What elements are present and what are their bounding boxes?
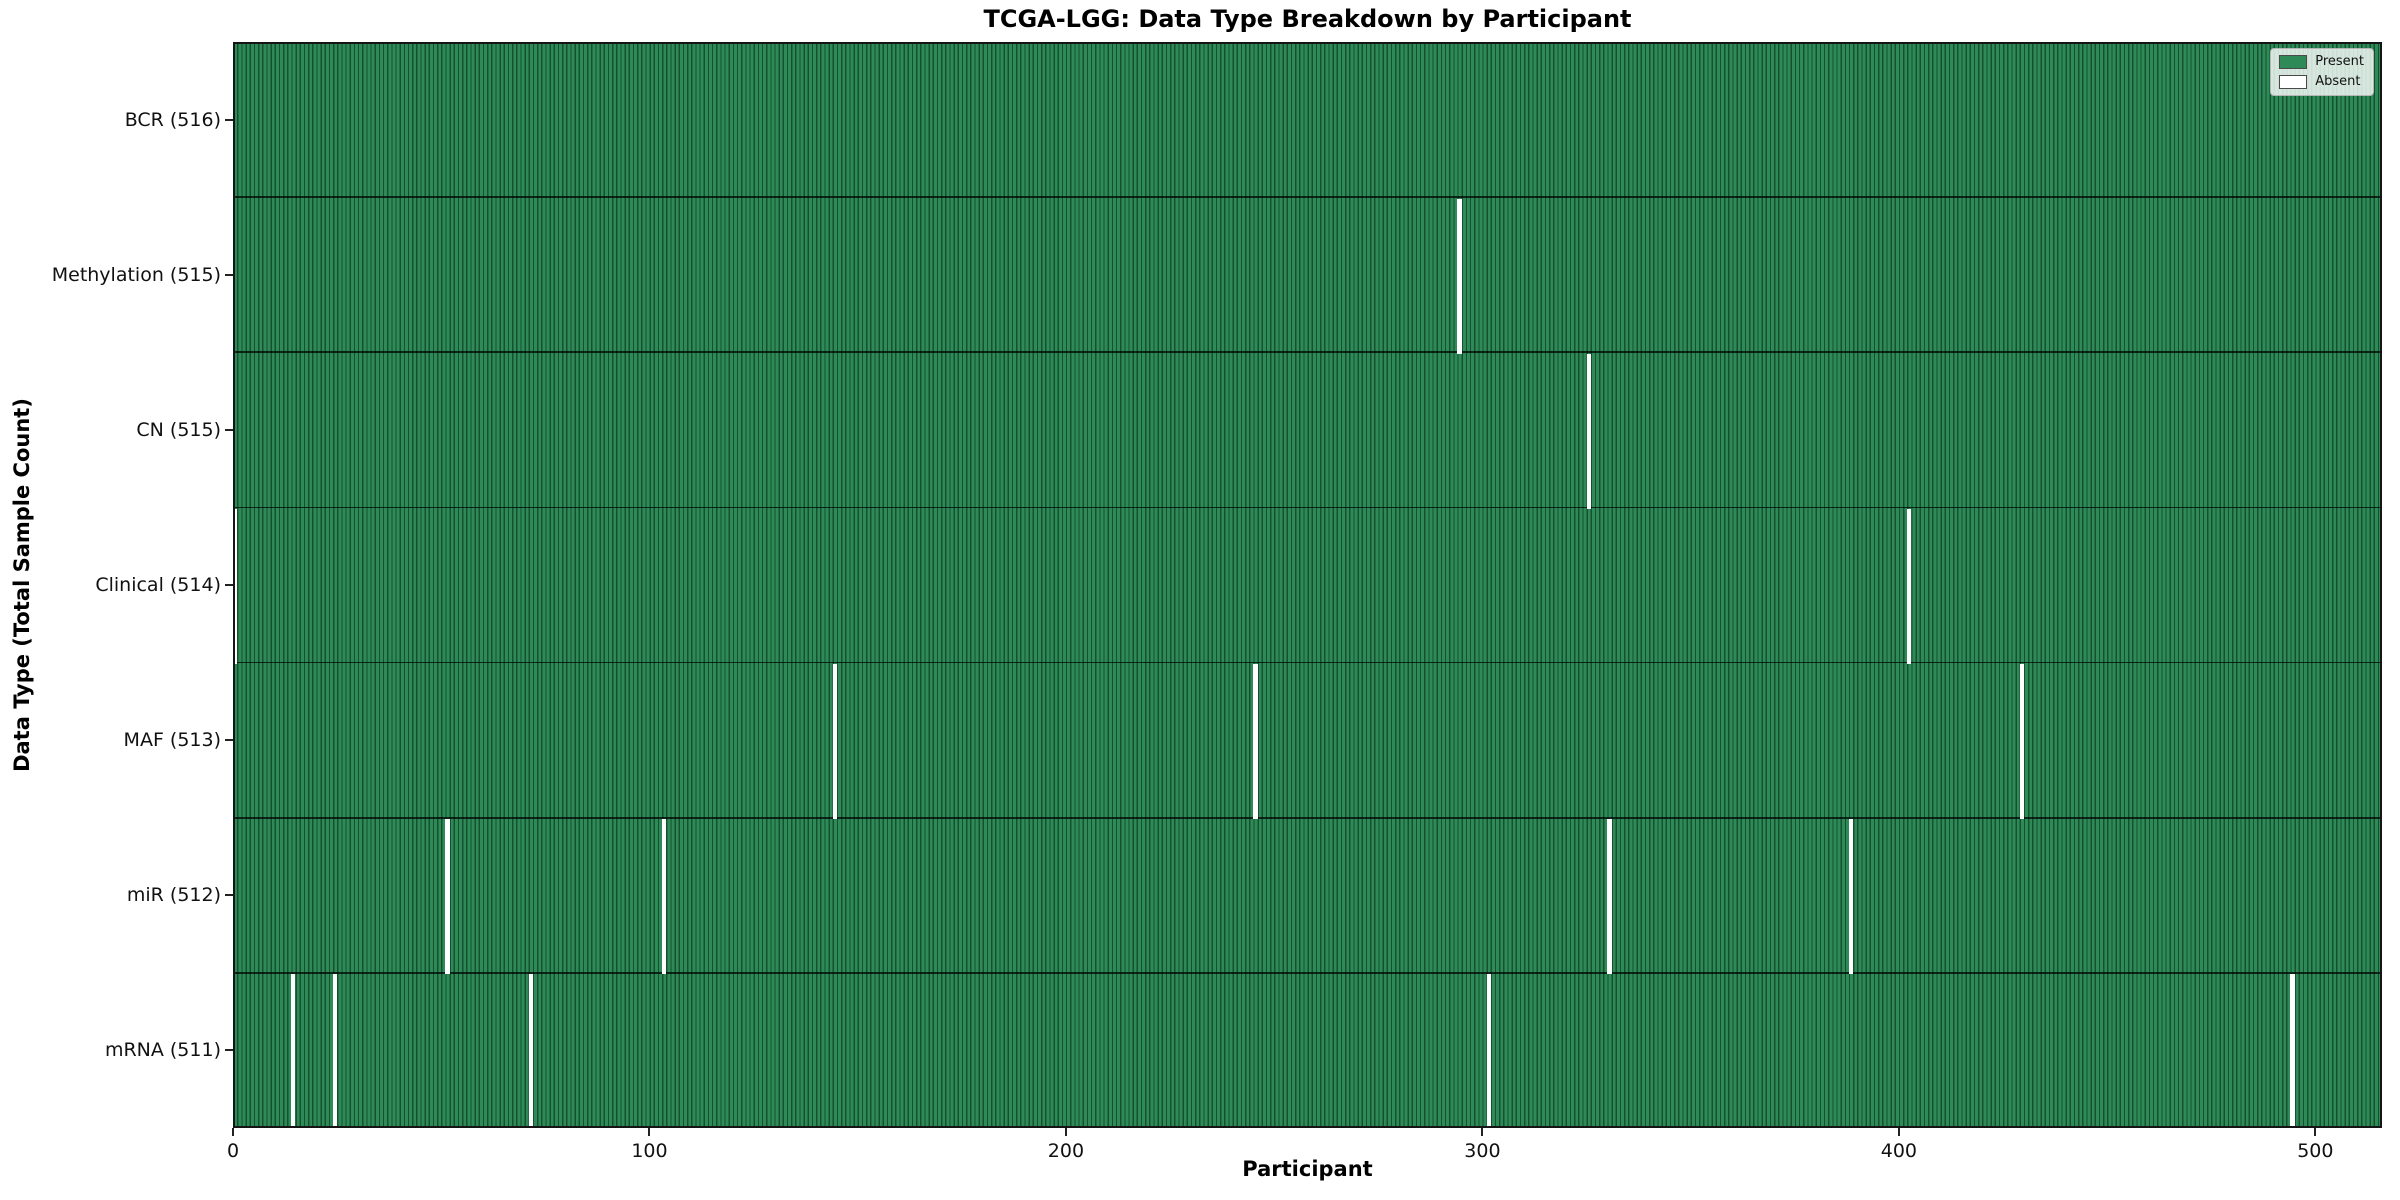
row-separator (233, 196, 2382, 198)
absent-gap (1907, 509, 1912, 665)
legend-label-absent: Absent (2315, 74, 2361, 89)
absent-gap (1586, 353, 1591, 510)
absent-gap (2019, 664, 2024, 820)
absent-gap (233, 509, 238, 665)
legend-entry-absent: Absent (2279, 75, 2364, 89)
absent-gap (332, 974, 338, 1130)
absent-gap (1607, 819, 1612, 975)
y-tick-mark (225, 584, 233, 586)
x-tick-mark (232, 1128, 234, 1136)
legend-entry-present: Present (2279, 55, 2364, 69)
row-separator (233, 506, 2382, 509)
x-tick-label: 0 (226, 1140, 240, 1162)
y-tick-mark (225, 273, 233, 276)
y-tick-label: miR (512) (126, 884, 221, 907)
y-tick-mark (225, 894, 233, 897)
row-separator (233, 351, 2382, 354)
x-tick-label: 300 (1464, 1140, 1501, 1162)
absent-gap (1457, 198, 1462, 354)
legend-label-present: Present (2315, 54, 2364, 69)
absent-gap (1848, 819, 1854, 975)
y-tick-label: CN (515) (136, 418, 221, 441)
plot-area: Present Absent (233, 42, 2382, 1130)
row-separator (233, 816, 2382, 819)
y-tick-label: Clinical (514) (95, 574, 221, 596)
y-tick-label: BCR (516) (124, 108, 221, 131)
y-tick-mark (225, 118, 233, 121)
y-tick-mark (225, 1049, 233, 1052)
legend-swatch-present (2279, 55, 2308, 69)
y-tick-mark (225, 739, 233, 742)
y-tick-mark (225, 428, 233, 431)
absent-gap (291, 974, 296, 1130)
legend: Present Absent (2270, 48, 2374, 96)
x-tick-label: 200 (1047, 1140, 1085, 1162)
absent-gap (528, 974, 533, 1130)
chart-title: TCGA-LGG: Data Type Breakdown by Partici… (983, 5, 1632, 33)
plot-border (233, 42, 2382, 1128)
x-tick-label: 100 (631, 1140, 668, 1162)
row-separator (233, 972, 2382, 974)
x-tick-mark (1897, 1128, 1900, 1136)
absent-gap (1486, 974, 1491, 1130)
x-tick-label: 400 (1880, 1140, 1918, 1162)
y-tick-label: Methylation (515) (51, 263, 221, 286)
x-tick-mark (648, 1128, 651, 1136)
absent-gap (445, 819, 450, 975)
x-tick-mark (1481, 1128, 1484, 1136)
x-tick-mark (1064, 1128, 1067, 1136)
absent-gap (832, 664, 837, 820)
x-tick-label: 500 (2297, 1140, 2334, 1162)
legend-swatch-absent (2279, 75, 2308, 89)
row-separator (233, 661, 2382, 664)
y-tick-label: mRNA (511) (104, 1039, 221, 1062)
x-tick-mark (2314, 1128, 2317, 1136)
y-tick-label: MAF (513) (123, 729, 221, 752)
absent-gap (2290, 974, 2295, 1130)
absent-gap (1253, 664, 1258, 820)
x-axis-label: Participant (1242, 1157, 1373, 1181)
absent-gap (661, 819, 667, 975)
